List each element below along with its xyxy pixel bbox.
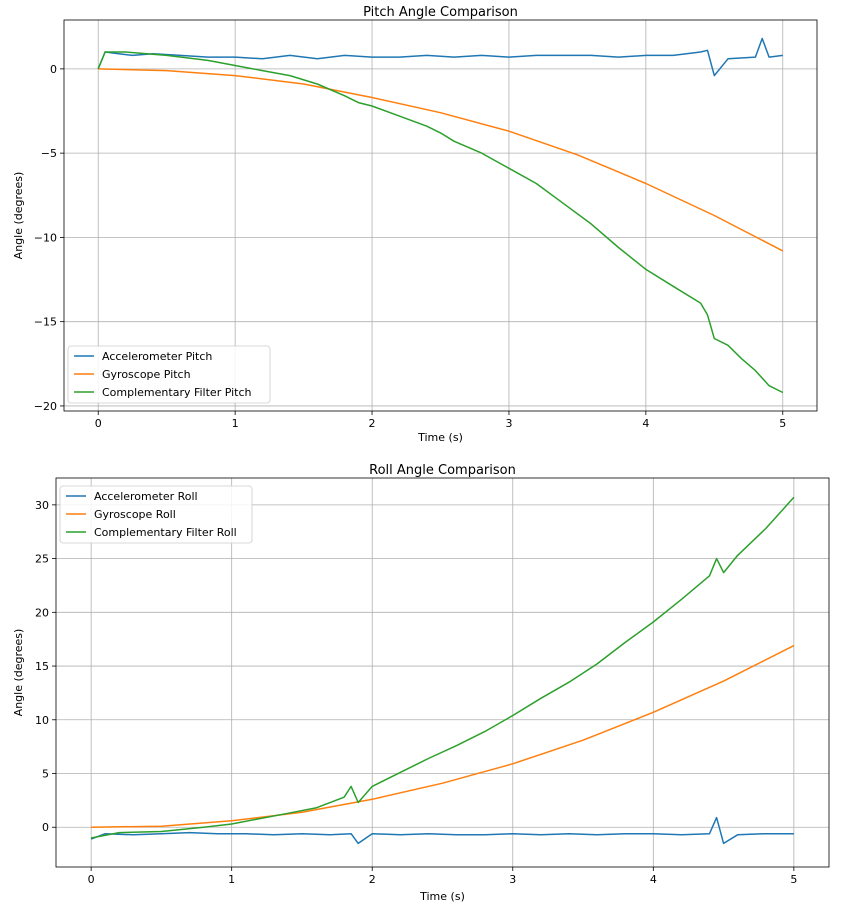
- y-tick-label: 5: [42, 768, 49, 781]
- x-tick-label: 0: [95, 417, 102, 430]
- y-tick-label: 0: [50, 63, 57, 76]
- series-line-accelerometer-pitch: [97, 37, 783, 77]
- y-tick-label: −15: [34, 316, 57, 329]
- legend-label: Gyroscope Pitch: [102, 368, 191, 381]
- chart-title: Roll Angle Comparison: [369, 463, 516, 478]
- x-tick-label: 3: [505, 417, 512, 430]
- y-tick-label: 10: [35, 714, 49, 727]
- y-axis-label: Angle (degrees): [12, 172, 25, 260]
- x-tick-label: 0: [88, 873, 95, 886]
- x-axis-label: Time (s): [417, 431, 463, 444]
- y-tick-label: 30: [35, 499, 49, 512]
- legend-box: [67, 345, 271, 404]
- series-line-complementary-filter-pitch: [97, 51, 784, 394]
- legend: Accelerometer Roll Gyroscope Roll Compleme…: [59, 485, 253, 544]
- y-tick-label: 25: [35, 553, 49, 566]
- y-tick-label: 15: [35, 660, 49, 673]
- chart-pitch: 0 1 2 3 4 5 0 −5 −10 −15 −20 Pitch Angle Comparison…: [12, 5, 818, 444]
- legend-box: [59, 485, 253, 544]
- legend: Accelerometer Pitch Gyroscope Pitch Comple…: [67, 345, 271, 404]
- y-tick-label: −10: [34, 231, 57, 244]
- series-line-complementary-filter-roll: [90, 496, 795, 839]
- x-tick-label: 4: [650, 873, 657, 886]
- chart-title: Pitch Angle Comparison: [363, 5, 518, 20]
- x-tick-label: 2: [369, 417, 376, 430]
- y-tick-label: 20: [35, 606, 49, 619]
- axes-frame: [55, 477, 830, 868]
- legend-label: Accelerometer Pitch: [102, 350, 212, 363]
- x-tick-label: 5: [790, 873, 797, 886]
- x-tick-label: 5: [779, 417, 786, 430]
- y-axis-label: Angle (degrees): [12, 629, 25, 717]
- series-line-gyroscope-roll: [91, 644, 795, 828]
- y-tick-label: −5: [41, 147, 57, 160]
- legend-label: Complementary Filter Roll: [94, 526, 237, 539]
- y-tick-label: 0: [42, 821, 49, 834]
- y-tick-label: −20: [34, 400, 57, 413]
- legend-label: Accelerometer Roll: [94, 490, 198, 503]
- series-line-accelerometer-roll: [90, 816, 794, 845]
- chart-roll: 0 1 2 3 4 5 0 5 10 15 20 25 30 Roll Angle Comparison T…: [12, 463, 830, 903]
- x-tick-label: 3: [509, 873, 516, 886]
- x-tick-label: 1: [232, 417, 239, 430]
- x-tick-label: 2: [369, 873, 376, 886]
- axes-frame: [63, 19, 818, 412]
- x-tick-label: 4: [642, 417, 649, 430]
- x-axis-label: Time (s): [419, 890, 465, 903]
- legend-label: Gyroscope Roll: [94, 508, 176, 521]
- legend-label: Complementary Filter Pitch: [102, 386, 252, 399]
- series-line-gyroscope-pitch: [98, 68, 784, 252]
- x-tick-label: 1: [228, 873, 235, 886]
